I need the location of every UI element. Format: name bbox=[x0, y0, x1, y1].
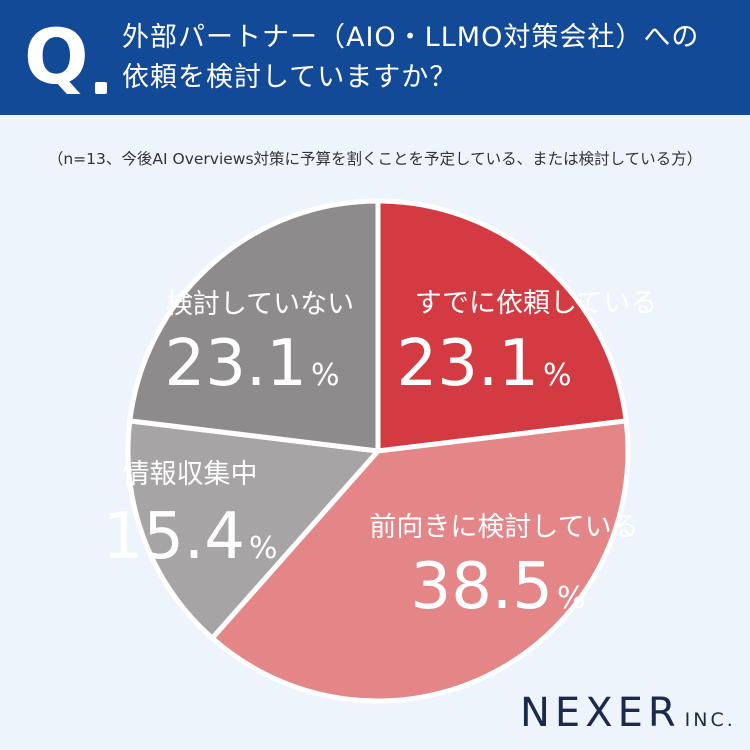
slice-label-2: 前向きに検討している bbox=[369, 512, 638, 543]
sample-note: （n=13、今後AI Overviews対策に予算を割くことを予定している、また… bbox=[47, 150, 703, 168]
slice-value-2: 38.5% bbox=[410, 550, 585, 624]
question-text: 外部パートナー（AIO・LLMO対策会社）への 依頼を検討していますか？ bbox=[122, 18, 732, 98]
nexer-logo: NEXER INC. bbox=[520, 690, 736, 736]
question-line-2: 依頼を検討していますか？ bbox=[122, 62, 458, 93]
question-header: Q 外部パートナー（AIO・LLMO対策会社）への 依頼を検討していますか？ bbox=[0, 0, 750, 115]
logo-main: NEXER bbox=[520, 690, 681, 736]
logo-sub: INC. bbox=[684, 709, 736, 731]
slice-value-4: 23.1% bbox=[164, 327, 339, 401]
q-dot bbox=[95, 82, 107, 94]
slice-label-3: 情報収集中 bbox=[123, 459, 258, 490]
slice-label-1: すでに依頼している bbox=[415, 288, 657, 319]
pie-slice-4 bbox=[127, 198, 381, 454]
slice-value-3: 15.4% bbox=[102, 500, 277, 574]
slice-label-4: 検討していない bbox=[166, 289, 354, 320]
question-line-1: 外部パートナー（AIO・LLMO対策会社）への bbox=[122, 22, 700, 53]
q-mark: Q bbox=[24, 12, 89, 101]
pie-slice-3 bbox=[125, 418, 381, 641]
pie-slice-1 bbox=[375, 198, 629, 454]
slice-value-1: 23.1% bbox=[396, 327, 571, 401]
pie-slice-2 bbox=[209, 418, 631, 704]
